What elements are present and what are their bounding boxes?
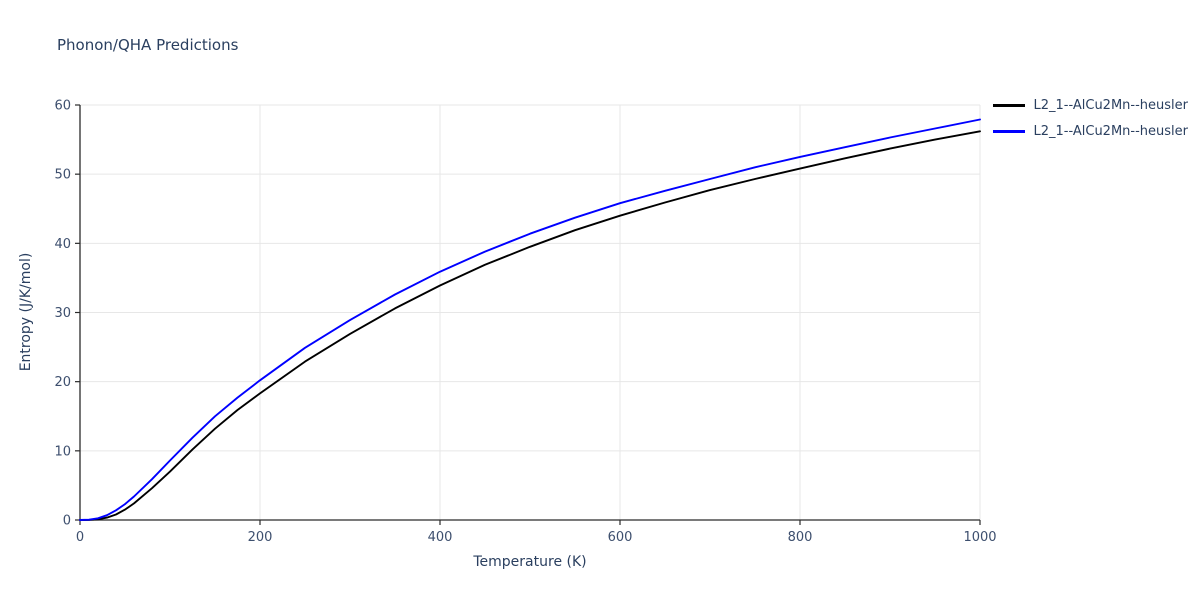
x-tick-label: 0: [76, 530, 84, 545]
series-line-1: [79, 118, 981, 521]
series-line-0: [79, 130, 981, 521]
y-tick-label: 0: [63, 514, 71, 529]
y-tick-label: 20: [54, 375, 71, 390]
x-tick-label: 800: [788, 530, 813, 545]
legend-line-swatch: [993, 104, 1026, 107]
x-tick-label: 600: [608, 530, 633, 545]
y-tick-label: 40: [54, 237, 71, 252]
x-tick-label: 200: [248, 530, 273, 545]
y-tick-label: 50: [54, 168, 71, 183]
y-axis-label: Entropy (J/K/mol): [18, 253, 34, 372]
legend-item-1[interactable]: L2_1--AlCu2Mn--heusler: [993, 124, 1188, 139]
legend: L2_1--AlCu2Mn--heusler L2_1--AlCu2Mn--heu…: [993, 98, 1188, 139]
x-axis-label: Temperature (K): [472, 554, 586, 570]
y-tick-label: 60: [54, 99, 71, 114]
legend-label: L2_1--AlCu2Mn--heusler: [1033, 124, 1188, 139]
y-tick-label: 10: [54, 444, 71, 459]
y-tick-label: 30: [54, 306, 71, 321]
x-tick-label: 1000: [963, 530, 996, 545]
legend-label: L2_1--AlCu2Mn--heusler: [1033, 98, 1188, 113]
chart-title: Phonon/QHA Predictions: [57, 36, 239, 54]
legend-item-0[interactable]: L2_1--AlCu2Mn--heusler: [993, 98, 1188, 113]
x-tick-label: 400: [428, 530, 453, 545]
legend-line-swatch: [993, 130, 1026, 133]
